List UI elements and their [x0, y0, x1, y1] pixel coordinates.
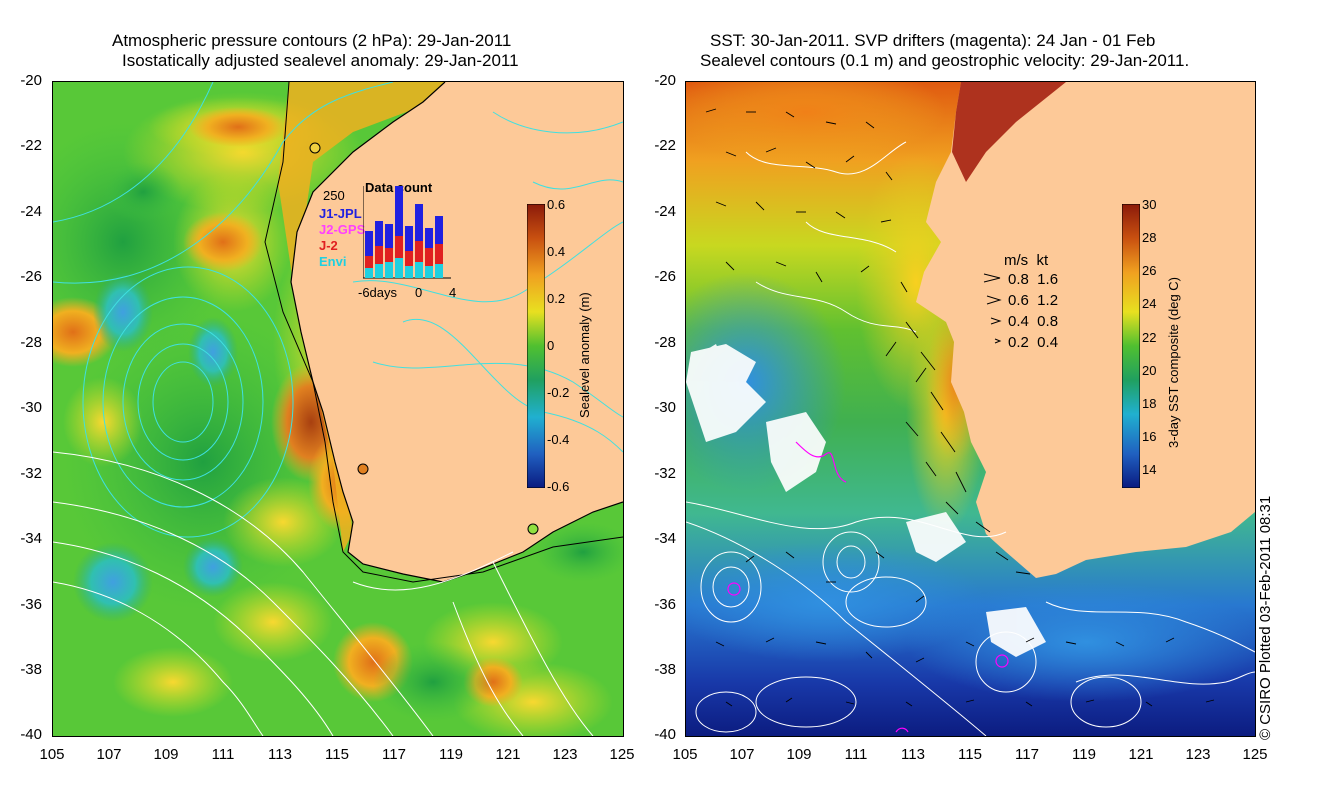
sealevel-cbar-tick-5: -0.4	[547, 432, 570, 447]
data-count-legend-j2: J2-GPS	[319, 222, 366, 237]
sealevel-cbar-tick-2: 0.2	[547, 291, 566, 306]
right-xtick: 107	[729, 746, 755, 763]
right-ytick: -40	[654, 726, 676, 743]
left-ytick: -20	[20, 72, 42, 89]
right-ytick: -20	[654, 72, 676, 89]
left-title-line2: Isostatically adjusted sealevel anomaly:…	[122, 51, 519, 70]
right-ytick: -24	[654, 203, 676, 220]
right-xtick: 113	[901, 746, 925, 763]
data-count-x-end: 4	[449, 285, 457, 300]
right-ytick: -30	[654, 399, 676, 416]
left-xtick: 115	[325, 746, 349, 763]
sealevel-cbar-title: Sealevel anomaly (m)	[577, 292, 592, 418]
sst-field	[686, 82, 1255, 736]
left-ytick: -22	[20, 137, 42, 154]
sealevel-cbar-tick-0: 0.6	[547, 197, 566, 212]
left-ytick: -26	[20, 268, 42, 285]
velocity-legend-row: 0.6 1.2	[1008, 292, 1059, 309]
sst-cbar-tick-7: 16	[1142, 429, 1157, 444]
sealevel-anomaly-field	[53, 82, 623, 736]
sst-colorbar	[1122, 204, 1140, 488]
data-count-ymax: 250	[323, 188, 345, 203]
velocity-legend-row: 0.8 1.6	[1008, 271, 1059, 288]
right-xtick: 117	[1015, 746, 1039, 763]
velocity-legend-row: 0.4 0.8	[1008, 313, 1059, 330]
right-ytick: -36	[654, 596, 676, 613]
sealevel-cbar-tick-3: 0	[547, 338, 555, 353]
left-xtick: 105	[39, 746, 65, 763]
right-ytick: -38	[654, 661, 676, 678]
copyright-notice: © CSIRO Plotted 03-Feb-2011 08:31	[1257, 495, 1274, 740]
velocity-arrows	[705, 108, 1215, 707]
data-count-legend-envi: Envi	[319, 254, 347, 269]
left-ytick: -36	[20, 596, 42, 613]
sst-cbar-tick-2: 26	[1142, 263, 1157, 278]
data-count-legend-j2-jason: J-2	[319, 238, 338, 253]
sealevel-colorbar	[527, 204, 545, 488]
right-xtick: 105	[672, 746, 698, 763]
left-ytick: -32	[20, 465, 42, 482]
data-count-bars	[365, 186, 443, 278]
left-xtick: 117	[382, 746, 406, 763]
left-ytick: -30	[20, 399, 42, 416]
sst-cbar-tick-4: 22	[1142, 330, 1157, 345]
data-count-histogram	[363, 186, 451, 279]
right-ytick: -22	[654, 137, 676, 154]
velocity-legend-header: m/s kt	[1004, 252, 1049, 269]
sst-cbar-tick-6: 18	[1142, 396, 1157, 411]
right-xtick: 125	[1242, 746, 1268, 763]
right-xtick: 119	[1072, 746, 1096, 763]
left-xtick: 109	[153, 746, 179, 763]
left-xtick: 121	[495, 746, 521, 763]
right-xtick: 109	[786, 746, 812, 763]
velocity-legend-arrows	[983, 273, 1002, 344]
velocity-legend-row: 0.2 0.4	[1008, 334, 1059, 351]
right-ytick: -28	[654, 334, 676, 351]
right-xtick: 123	[1185, 746, 1211, 763]
data-count-x-zero: 0	[415, 285, 423, 300]
left-title-line1: Atmospheric pressure contours (2 hPa): 2…	[112, 31, 512, 50]
data-count-x-start: -6days	[358, 285, 398, 300]
sealevel-cbar-tick-6: -0.6	[547, 479, 570, 494]
right-title-line2: Sealevel contours (0.1 m) and geostrophi…	[700, 51, 1190, 70]
left-xtick: 113	[268, 746, 292, 763]
left-xtick: 125	[609, 746, 635, 763]
sst-cbar-tick-5: 20	[1142, 363, 1157, 378]
left-ytick: -38	[20, 661, 42, 678]
right-ytick: -32	[654, 465, 676, 482]
sst-cbar-tick-1: 28	[1142, 230, 1157, 245]
right-xtick: 121	[1128, 746, 1154, 763]
sst-cbar-tick-0: 30	[1142, 197, 1157, 212]
right-title-line1: SST: 30-Jan-2011. SVP drifters (magenta)…	[710, 31, 1156, 50]
left-ytick: -34	[20, 530, 42, 547]
left-ytick: -24	[20, 203, 42, 220]
left-ytick: -28	[20, 334, 42, 351]
sealevel-cbar-tick-4: -0.2	[547, 385, 570, 400]
left-xtick: 123	[552, 746, 578, 763]
right-xtick: 111	[844, 746, 868, 763]
sst-cbar-tick-3: 24	[1142, 296, 1157, 311]
sst-map: m/s kt 0.8 1.6 0.6 1.2 0.4 0.8 0.2 0.4	[685, 81, 1256, 737]
data-count-legend-j1: J1-JPL	[319, 206, 362, 221]
left-xtick: 107	[96, 746, 122, 763]
left-xtick: 119	[439, 746, 463, 763]
sst-cbar-title: 3-day SST composite (deg C)	[1166, 277, 1181, 448]
sealevel-anomaly-map: Data count 250 J1-JPL J2-GPS J-2 Envi -6…	[52, 81, 624, 737]
sst-cbar-tick-8: 14	[1142, 462, 1157, 477]
left-xtick: 111	[211, 746, 235, 763]
right-ytick: -26	[654, 268, 676, 285]
right-xtick: 115	[958, 746, 982, 763]
left-ytick: -40	[20, 726, 42, 743]
sealevel-cbar-tick-1: 0.4	[547, 244, 566, 259]
right-ytick: -34	[654, 530, 676, 547]
